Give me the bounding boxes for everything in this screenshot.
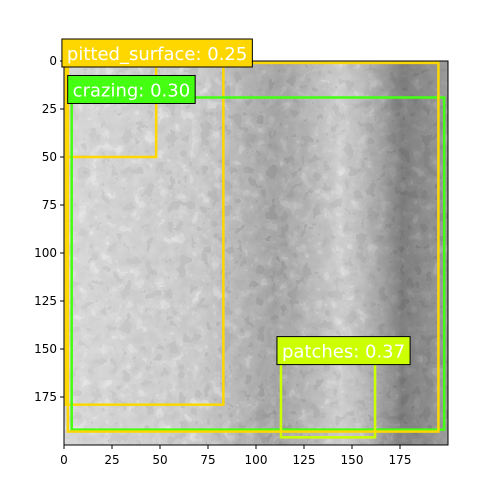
detection-label-bg xyxy=(61,38,253,68)
detection-label: patches: 0.37 xyxy=(276,336,411,366)
detection-label-text: patches: 0.37 xyxy=(282,342,405,363)
y-tick-label: 150 xyxy=(34,342,57,356)
y-tick-label: 50 xyxy=(42,150,57,164)
x-axis: 0 25 50 75 100 125 150 175 xyxy=(60,445,411,467)
detection-box xyxy=(70,96,446,431)
surface-image xyxy=(64,61,448,445)
detection-box xyxy=(66,61,440,433)
x-tick-label: 150 xyxy=(341,453,364,467)
detection-label-bg xyxy=(67,74,196,104)
detection-label-bg xyxy=(276,336,411,366)
detection-label-text: pitted_surface: 0.25 xyxy=(67,44,247,65)
x-tick-label: 50 xyxy=(152,453,167,467)
x-tick-label: 75 xyxy=(200,453,215,467)
y-axis: 0 25 50 75 100 125 150 175 xyxy=(34,54,64,404)
y-tick-label: 100 xyxy=(34,246,57,260)
x-tick-label: 125 xyxy=(293,453,316,467)
detection-labels: patches: 0.36pitted_surface: 0.25crazing… xyxy=(61,38,411,366)
detection-label: pitted_surface: 0.25 xyxy=(61,38,253,68)
x-tick-label: 25 xyxy=(104,453,119,467)
x-tick-label: 175 xyxy=(389,453,412,467)
y-tick-label: 0 xyxy=(49,54,57,68)
detection-label: crazing: 0.30 xyxy=(67,74,196,104)
detection-label-text: crazing: 0.30 xyxy=(73,80,190,101)
y-tick-label: 175 xyxy=(34,390,57,404)
y-tick-label: 125 xyxy=(34,294,57,308)
detection-boxes xyxy=(64,59,446,439)
y-tick-label: 25 xyxy=(42,102,57,116)
y-tick-label: 75 xyxy=(42,198,57,212)
x-tick-label: 100 xyxy=(245,453,268,467)
x-tick-label: 0 xyxy=(60,453,68,467)
